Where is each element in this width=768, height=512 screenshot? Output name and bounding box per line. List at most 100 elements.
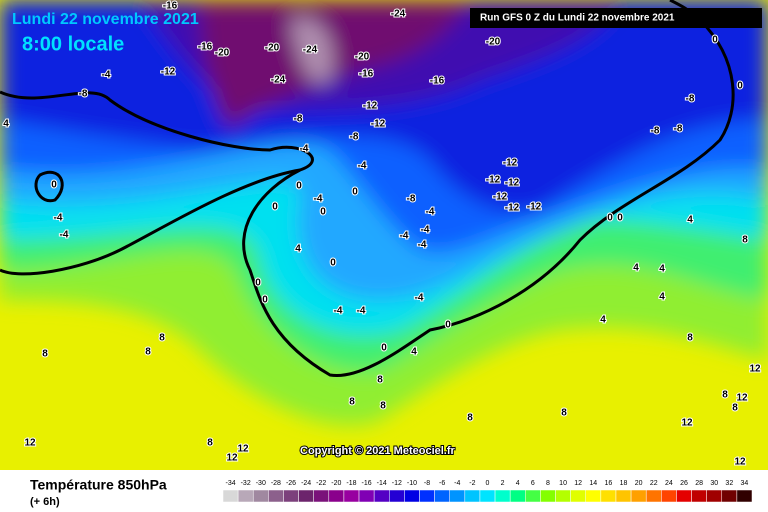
colorbar-cell xyxy=(645,489,662,503)
copyright: Copyright © 2021 Meteociel.fr xyxy=(300,445,456,457)
colorbar-cell xyxy=(661,489,677,503)
isotherm-label: 8 xyxy=(687,333,693,344)
isotherm-label: 0 xyxy=(330,258,336,269)
colorbar-cell xyxy=(570,489,586,503)
isotherm-label: 0 xyxy=(445,320,451,331)
colorbar-cell xyxy=(434,489,450,503)
isotherm-label: 8 xyxy=(732,403,738,414)
isotherm-label: -8 xyxy=(686,94,695,105)
colorbar-label: -16 xyxy=(362,480,372,487)
isotherm-label: -16 xyxy=(359,69,374,80)
isotherm-label: 12 xyxy=(226,453,238,464)
isotherm-label: 8 xyxy=(42,349,48,360)
colorbar-cell xyxy=(222,489,239,503)
isotherm-label: 0 xyxy=(296,181,302,192)
isotherm-label: 0 xyxy=(617,213,623,224)
isotherm-label: 0 xyxy=(255,278,261,289)
colorbar-label: 2 xyxy=(501,480,505,487)
isotherm-label: -4 xyxy=(102,70,111,81)
isotherm-label: 12 xyxy=(749,364,761,375)
isotherm-label: -4 xyxy=(418,240,427,251)
isotherm-label: -16 xyxy=(430,76,445,87)
isotherm-label: 8 xyxy=(742,235,748,246)
colorbar-cell xyxy=(298,489,314,503)
isotherm-label: -12 xyxy=(363,101,378,112)
colorbar-cell xyxy=(464,489,481,503)
colorbar-label: 0 xyxy=(486,480,490,487)
isotherm-label: -4 xyxy=(421,225,430,236)
isotherm-label: -4 xyxy=(357,306,366,317)
isotherm-label: -20 xyxy=(486,37,501,48)
isotherm-label: -24 xyxy=(391,9,406,20)
colorbar-cell xyxy=(268,489,284,503)
colorbar-cell xyxy=(283,489,299,503)
isotherm-label: 8 xyxy=(159,333,165,344)
isotherm-label: 8 xyxy=(380,401,386,412)
isotherm-label: 8 xyxy=(722,390,728,401)
colorbar-label: -32 xyxy=(241,480,251,487)
colorbar-label: 6 xyxy=(531,480,535,487)
isotherm-label: -4 xyxy=(358,161,367,172)
date: Lundi 22 novembre 2021 xyxy=(12,11,199,28)
colorbar-label: -18 xyxy=(346,480,356,487)
map-field xyxy=(0,0,768,470)
colorbar-cell xyxy=(358,489,375,503)
colorbar-cell xyxy=(449,489,466,503)
isotherm-label: 12 xyxy=(24,438,36,449)
isotherm-label: 4 xyxy=(411,347,417,358)
colorbar-label: 8 xyxy=(546,480,550,487)
isotherm-label: -8 xyxy=(651,126,660,137)
isotherm-label: -16 xyxy=(163,1,178,12)
colorbar-label: 14 xyxy=(589,480,597,487)
colorbar-label: -2 xyxy=(469,480,475,487)
run: Run GFS 0 Z du Lundi 22 novembre 2021 xyxy=(480,13,675,24)
isotherm-label: 8 xyxy=(467,413,473,424)
isotherm-label: 0 xyxy=(272,202,278,213)
isotherm-label: 0 xyxy=(262,295,268,306)
isotherm-label: -12 xyxy=(371,119,386,130)
colorbar-label: -26 xyxy=(286,480,296,487)
colorbar-cell xyxy=(313,489,330,503)
colorbar-cell xyxy=(237,489,254,503)
isotherm-label: 8 xyxy=(561,408,567,419)
colorbar-label: 22 xyxy=(650,480,658,487)
colorbar-cell xyxy=(479,489,496,503)
isotherm-label: -24 xyxy=(271,75,286,86)
colorbar-label: 16 xyxy=(605,480,613,487)
isotherm-label: 12 xyxy=(734,457,746,468)
isotherm-label: -12 xyxy=(527,202,542,213)
time: 8:00 locale xyxy=(22,33,124,55)
colorbar-cell xyxy=(389,489,405,503)
isotherm-label: -8 xyxy=(79,89,88,100)
colorbar-label: 26 xyxy=(680,480,688,487)
isotherm-label: -24 xyxy=(303,45,318,56)
isotherm-label: -12 xyxy=(493,192,508,203)
isotherm-label: -4 xyxy=(334,306,343,317)
isotherm-label: -4 xyxy=(54,213,63,224)
isotherm-label: 0 xyxy=(607,213,613,224)
colorbar-cell xyxy=(252,489,269,503)
isotherm-label: 12 xyxy=(237,444,249,455)
isotherm-label: 4 xyxy=(600,315,606,326)
isotherm-label: -12 xyxy=(505,203,520,214)
colorbar-label: 10 xyxy=(559,480,567,487)
isotherm-label: 0 xyxy=(352,187,358,198)
footer-lead: (+ 6h) xyxy=(30,496,60,508)
colorbar-label: -10 xyxy=(407,480,417,487)
isotherm-label: -4 xyxy=(415,293,424,304)
colorbar-cell xyxy=(343,489,360,503)
isotherm-label: -20 xyxy=(355,52,370,63)
isotherm-label: -12 xyxy=(505,178,520,189)
isotherm-label: 4 xyxy=(295,244,301,255)
isotherm-label: -4 xyxy=(300,144,309,155)
colorbar-label: 32 xyxy=(725,480,733,487)
footer-title: Température 850hPa xyxy=(30,477,167,493)
run-box xyxy=(470,8,762,28)
colorbar-cell xyxy=(509,489,526,503)
isotherm-label: 0 xyxy=(381,343,387,354)
colorbar-label: -6 xyxy=(439,480,445,487)
colorbar-label: 20 xyxy=(635,480,643,487)
colorbar-label: -12 xyxy=(392,480,402,487)
isotherm-label: -20 xyxy=(215,48,230,59)
